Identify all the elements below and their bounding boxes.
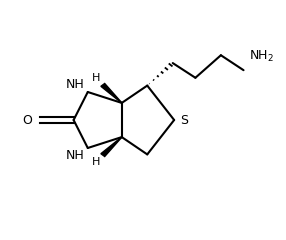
Polygon shape — [101, 84, 122, 103]
Text: H: H — [92, 73, 100, 83]
Text: NH: NH — [65, 149, 84, 162]
Text: O: O — [23, 114, 33, 126]
Text: H: H — [92, 157, 100, 167]
Polygon shape — [101, 137, 122, 156]
Text: NH: NH — [65, 78, 84, 91]
Text: S: S — [180, 114, 188, 126]
Text: NH$_2$: NH$_2$ — [249, 49, 274, 64]
